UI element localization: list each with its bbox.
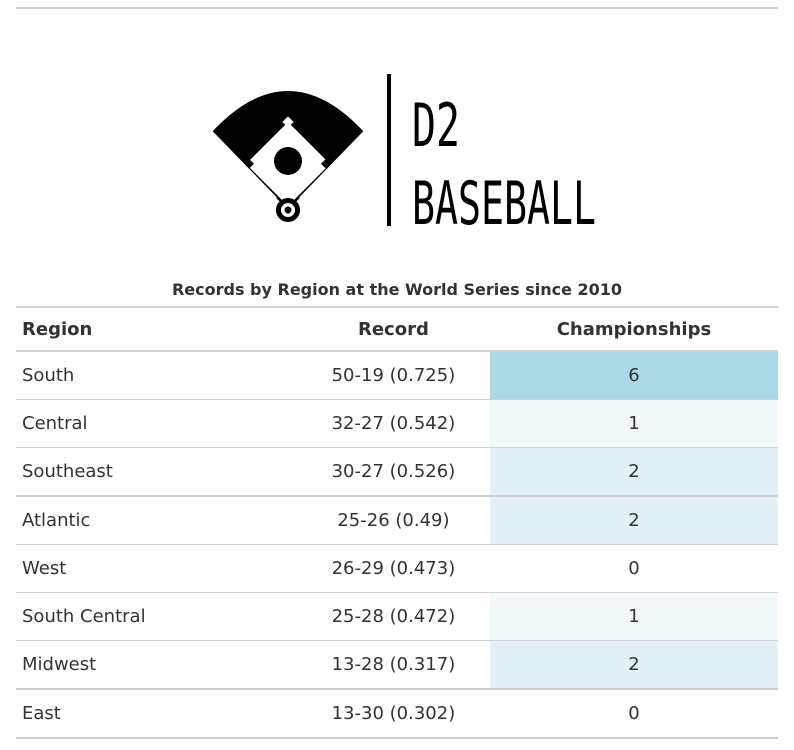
cell-championships: 6 [489,351,778,400]
baseball-field-icon [211,91,365,222]
table-row: South Central 25-28 (0.472) 1 [16,592,778,641]
table-row: Southeast 30-27 (0.526) 2 [16,447,778,497]
cell-championships: 1 [489,592,778,641]
table-row: East 13-30 (0.302) 0 [16,689,778,739]
table-title: Records by Region at the World Series si… [171,280,623,299]
header-row: Region Record Championships [16,306,778,352]
cell-record: 13-28 (0.317) [296,640,490,690]
table-row: Atlantic 25-26 (0.49) 2 [16,496,778,545]
cell-region: Southeast [16,447,297,497]
cell-region: South [16,351,297,400]
cell-region: West [16,544,297,593]
cell-record: 25-28 (0.472) [296,592,490,641]
logo-line-d2: D2 [412,91,460,161]
cell-record: 50-19 (0.725) [296,351,490,400]
table-row: South 50-19 (0.725) 6 [16,351,778,400]
cell-region: South Central [16,592,297,641]
header-championships[interactable]: Championships [489,306,778,352]
table-row: Midwest 13-28 (0.317) 2 [16,640,778,690]
cell-championships: 0 [489,544,778,593]
header-region[interactable]: Region [16,306,297,352]
cell-championships: 2 [489,496,778,545]
table-row: West 26-29 (0.473) 0 [16,544,778,593]
header-record[interactable]: Record [296,306,490,352]
cell-region: East [16,689,297,739]
top-divider [16,7,778,9]
cell-record: 30-27 (0.526) [296,447,490,497]
cell-region: Central [16,399,297,448]
d2-baseball-logo: D2 BASEBALL [208,70,608,230]
cell-record: 26-29 (0.473) [296,544,490,593]
cell-region: Atlantic [16,496,297,545]
table-row: Central 32-27 (0.542) 1 [16,399,778,448]
cell-record: 32-27 (0.542) [296,399,490,448]
cell-record: 25-26 (0.49) [296,496,490,545]
cell-championships: 2 [489,447,778,497]
logo-line-baseball: BASEBALL [412,169,596,230]
records-table: Region Record Championships South 50-19 … [16,306,778,739]
cell-championships: 2 [489,640,778,690]
cell-region: Midwest [16,640,297,690]
cell-record: 13-30 (0.302) [296,689,490,739]
cell-championships: 1 [489,399,778,448]
cell-championships: 0 [489,689,778,739]
logo-divider [387,74,391,226]
